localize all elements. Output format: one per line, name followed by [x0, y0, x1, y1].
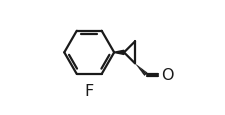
- Text: O: O: [160, 68, 172, 83]
- Text: F: F: [84, 83, 93, 98]
- Polygon shape: [114, 51, 124, 55]
